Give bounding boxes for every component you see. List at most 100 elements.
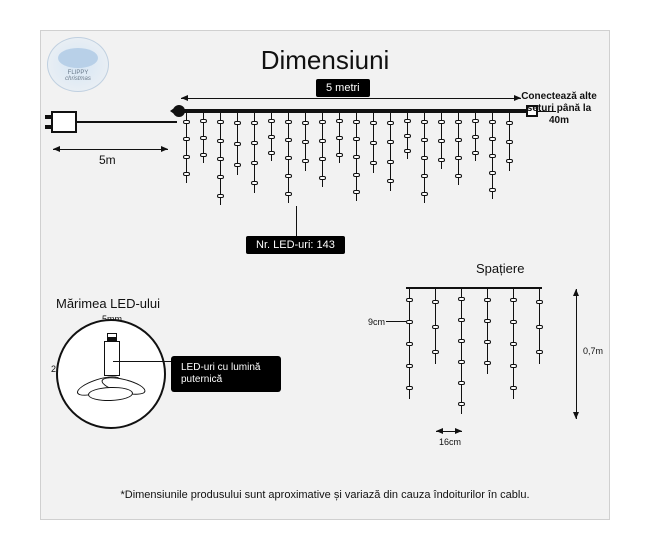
led-bulb <box>489 137 496 141</box>
led-bulb <box>251 161 258 165</box>
diagram-panel: FLIPPY christmas Dimensiuni 5m 5 metri C… <box>40 30 610 520</box>
led-bulb <box>438 139 445 143</box>
rail-start-joint <box>173 105 185 117</box>
led-bulb <box>510 386 517 390</box>
strand <box>390 113 391 191</box>
connect-info-text: Conectează alte seturi până la 40m <box>519 91 599 127</box>
led-bulb <box>200 119 207 123</box>
strand <box>441 113 442 169</box>
led-size-section: Mărimea LED-ului 5mm 5mm 25mm <box>56 296 166 429</box>
strand <box>409 289 410 399</box>
led-bulb <box>370 161 377 165</box>
led-count-pill: Nr. LED-uri: 143 <box>246 236 345 254</box>
led-bulb <box>510 298 517 302</box>
led-bulb <box>387 121 394 125</box>
strand <box>492 113 493 199</box>
led-bulb <box>285 120 292 124</box>
led-bulb <box>406 364 413 368</box>
logo-line2: christmas <box>65 76 91 82</box>
led-bulb <box>353 120 360 124</box>
led-bulb <box>506 121 513 125</box>
strand <box>461 289 462 414</box>
strand <box>220 113 221 205</box>
led-bulb <box>484 361 491 365</box>
led-bulb <box>353 137 360 141</box>
led-bulb <box>458 360 465 364</box>
curtain-top-rail <box>176 109 526 113</box>
strand <box>373 113 374 173</box>
strand <box>339 113 340 163</box>
led-bulb <box>421 138 428 142</box>
led-bulb <box>251 141 258 145</box>
led-bulb <box>432 350 439 354</box>
strand <box>322 113 323 187</box>
led-bulb <box>484 340 491 344</box>
led-bulb <box>268 135 275 139</box>
led-bulb <box>387 140 394 144</box>
width-dim-arrow <box>181 98 521 99</box>
led-bulb <box>200 153 207 157</box>
led-bulb <box>217 120 224 124</box>
led-bulb <box>455 138 462 142</box>
strand <box>509 113 510 171</box>
led-bulb <box>458 402 465 406</box>
led-bulb <box>387 179 394 183</box>
led-circle-diagram <box>56 319 166 429</box>
led-bulb <box>183 137 190 141</box>
plug-cable-dim-arrow <box>53 149 168 150</box>
width-label-pill: 5 metri <box>316 79 370 97</box>
strand <box>513 289 514 399</box>
led-bulb <box>302 121 309 125</box>
led-bulb <box>285 156 292 160</box>
led-bulb <box>217 139 224 143</box>
led-bulb <box>458 381 465 385</box>
led-bulb <box>472 135 479 139</box>
led-bulb <box>421 156 428 160</box>
led-bulb <box>510 364 517 368</box>
led-bulb <box>268 151 275 155</box>
led-bulb <box>421 192 428 196</box>
plug-icon <box>51 111 77 133</box>
strand <box>424 113 425 203</box>
led-bulb <box>404 149 411 153</box>
led-bulb <box>353 155 360 159</box>
led-bulb <box>421 120 428 124</box>
led-bulb <box>438 158 445 162</box>
led-bulb <box>234 121 241 125</box>
led-bulb <box>285 138 292 142</box>
led-bulb <box>484 298 491 302</box>
led-bulb <box>319 176 326 180</box>
led-bulb <box>472 151 479 155</box>
led-bulb <box>404 134 411 138</box>
led-bulb <box>183 172 190 176</box>
led-bulb <box>336 153 343 157</box>
led-bulb <box>251 181 258 185</box>
led-bulb <box>234 163 241 167</box>
strand <box>539 289 540 364</box>
led-bulb <box>489 120 496 124</box>
led-size-title: Mărimea LED-ului <box>56 296 166 311</box>
led-bulb <box>458 318 465 322</box>
led-bulb <box>268 119 275 123</box>
led-bulb <box>302 140 309 144</box>
plug-cable-dim-label: 5m <box>99 153 116 167</box>
led-bulb <box>489 171 496 175</box>
led-description-pill: LED-uri cu lumină puternică <box>171 356 281 392</box>
led-bulb <box>370 121 377 125</box>
led-bulb <box>406 342 413 346</box>
led-bulb <box>536 350 543 354</box>
led-bulb <box>484 319 491 323</box>
footnote-text: *Dimensiunile produsului sunt aproximati… <box>69 489 580 501</box>
led-bulb <box>536 325 543 329</box>
strand <box>288 113 289 203</box>
strand <box>435 289 436 364</box>
strand <box>186 113 187 183</box>
page-title: Dimensiuni <box>261 45 390 76</box>
led-bulb <box>536 300 543 304</box>
led-bulb <box>285 174 292 178</box>
led-bulb <box>506 140 513 144</box>
led-bulb <box>217 175 224 179</box>
led-bulb <box>404 119 411 123</box>
led-bulb <box>458 297 465 301</box>
led-bulb <box>489 154 496 158</box>
